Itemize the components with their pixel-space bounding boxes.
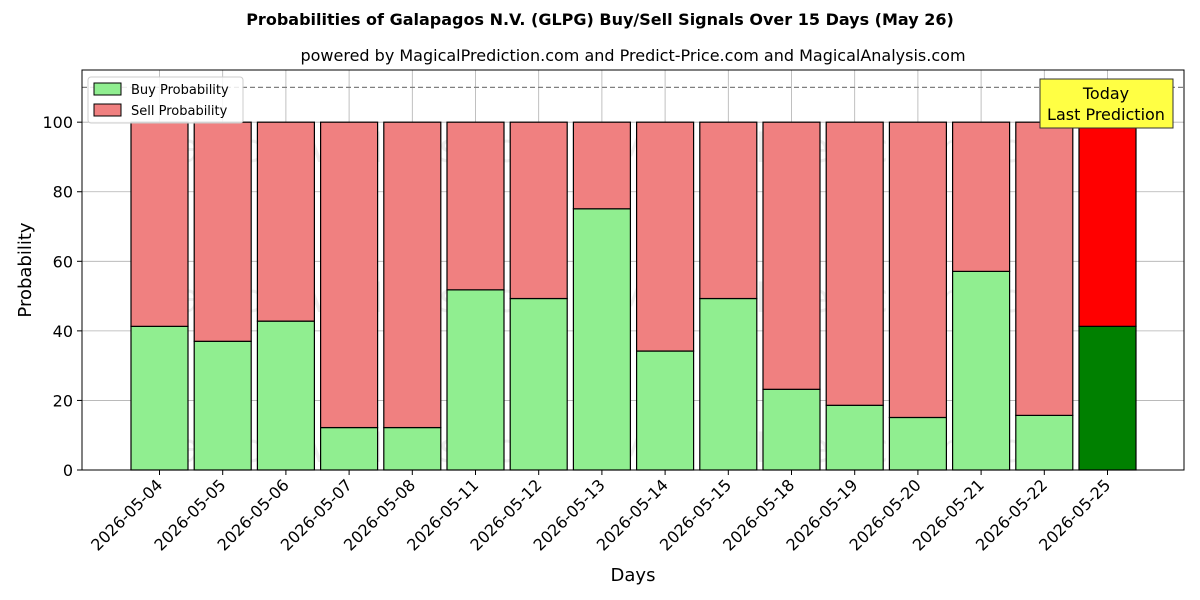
sell-bar [446,121,505,291]
sell-bar [762,121,821,390]
plot-frame [81,69,1185,471]
buy-bar [383,426,442,471]
chart-title: Probabilities of Galapagos N.V. (GLPG) B… [246,10,954,29]
sell-bar [1078,121,1137,327]
sell-bar [699,121,758,300]
y-tick-label: 100 [42,113,73,132]
buy-bar [320,426,379,471]
sell-bar [572,121,632,210]
sell-bar [951,121,1011,272]
buy-bar [951,270,1011,471]
legend-label-sell: Sell Probability [131,104,228,119]
sell-bar [320,121,379,429]
legend-swatch-sell [93,103,122,117]
sell-bar [383,121,442,429]
y-tick-label: 40 [53,322,73,341]
buy-bar [446,289,505,471]
buy-bar [1015,414,1074,471]
buy-bar [256,320,315,471]
buy-bar [193,340,252,471]
legend: Buy Probability Sell Probability [87,76,244,124]
buy-bar [130,325,189,471]
sell-bar [635,121,695,352]
sell-bar [825,121,884,406]
y-tick-label: 20 [53,391,73,410]
today-annotation: Today Last Prediction [1039,78,1174,129]
sell-bar [256,121,315,322]
legend-box [87,76,244,124]
annotation-box [1039,78,1174,129]
annotation-line2: Last Prediction [1047,105,1165,124]
annotation-line1: Today [1082,84,1129,103]
buy-bar [762,388,821,471]
x-axis-label: Days [611,565,656,586]
buy-bar [572,208,632,471]
buy-bar [888,416,948,471]
sell-bar [130,121,189,327]
sell-bar [888,121,948,419]
y-axis-label: Probability [15,222,36,317]
buy-bar [825,404,884,471]
buy-bar [699,297,758,471]
buy-bar [509,297,568,471]
legend-swatch-buy [93,82,122,96]
buy-bar [1078,325,1137,471]
y-tick-label: 60 [53,252,73,271]
buy-bar [635,350,695,471]
legend-label-buy: Buy Probability [131,83,229,98]
chart-subtitle: powered by MagicalPrediction.com and Pre… [300,46,966,65]
sell-bar [509,121,568,300]
y-tick-label: 80 [53,183,73,202]
sell-bar [193,121,252,342]
y-tick-label: 0 [63,461,73,480]
sell-bar [1015,121,1074,416]
